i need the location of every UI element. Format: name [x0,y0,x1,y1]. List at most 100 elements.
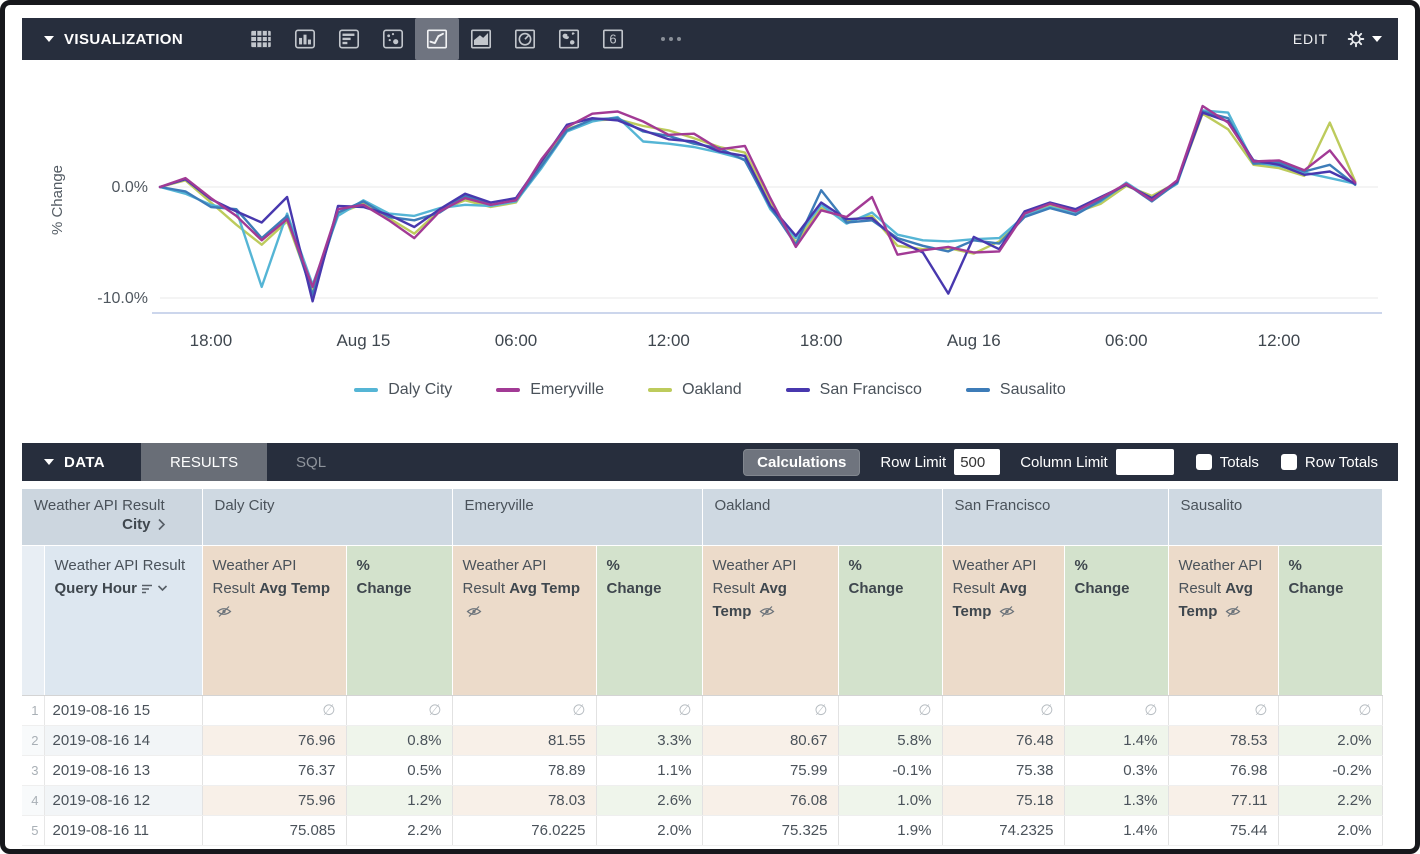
chevron-down-icon [158,585,168,591]
pivot-value-header[interactable]: Daly City [202,489,453,546]
avg-temp-column-header[interactable]: Weather API Result Avg Temp [1168,545,1279,696]
avg-temp-cell[interactable]: 80.67 [702,725,839,756]
pct-change-column-header[interactable]: % Change [1278,545,1383,696]
query-hour-cell[interactable]: 2019-08-16 12 [44,785,203,816]
avg-temp-cell: ∅ [942,695,1065,726]
edit-button[interactable]: EDIT [1292,31,1328,47]
query-hour-cell[interactable]: 2019-08-16 14 [44,725,203,756]
row-limit-input[interactable] [954,449,1001,475]
avg-temp-column-header[interactable]: Weather API Result Avg Temp [942,545,1065,696]
avg-temp-cell[interactable]: 78.03 [452,785,597,816]
viz-settings-button[interactable] [1346,29,1382,49]
column-limit-input[interactable] [1115,449,1174,475]
chart-type-pie-chart-button[interactable] [503,18,547,60]
pct-change-cell[interactable]: 1.4% [1064,725,1169,756]
data-section-toggle[interactable]: DATA [44,454,105,471]
pct-change-cell[interactable]: 2.0% [1278,725,1383,756]
pivot-value-header[interactable]: Oakland [702,489,943,546]
avg-temp-cell[interactable]: 81.55 [452,725,597,756]
pct-change-cell[interactable]: 1.0% [838,785,943,816]
pct-change-cell[interactable]: 0.3% [1064,755,1169,786]
pct-change-cell[interactable]: 2.0% [596,815,703,846]
pct-change-cell[interactable]: -0.2% [1278,755,1383,786]
avg-temp-cell[interactable]: 75.96 [202,785,347,816]
avg-temp-cell[interactable]: 76.37 [202,755,347,786]
pct-change-cell[interactable]: 0.5% [346,755,453,786]
chevron-right-icon [157,518,165,531]
legend-item[interactable]: San Francisco [785,381,922,399]
chart-type-bar-chart-button[interactable] [327,18,371,60]
avg-temp-column-header[interactable]: Weather API Result Avg Temp [452,545,597,696]
pct-change-cell[interactable]: 1.1% [596,755,703,786]
chart-type-area-chart-button[interactable] [459,18,503,60]
avg-temp-cell[interactable]: 75.085 [202,815,347,846]
avg-temp-cell[interactable]: 74.2325 [942,815,1065,846]
legend-swatch [785,388,810,392]
pct-change-cell[interactable]: 5.8% [838,725,943,756]
pct-change-cell[interactable]: 2.6% [596,785,703,816]
chart-type-column-chart-button[interactable] [283,18,327,60]
avg-temp-cell[interactable]: 75.18 [942,785,1065,816]
query-hour-cell[interactable]: 2019-08-16 13 [44,755,203,786]
table-row: 2 2019-08-16 14 76.96 0.8% 81.55 3.3% 80.67 5.8… [22,725,1383,756]
chart-type-map-button[interactable] [547,18,591,60]
query-hour-cell[interactable]: 2019-08-16 11 [44,815,203,846]
query-hour-column-header[interactable]: Weather API Result Query Hour [44,545,203,696]
pct-change-cell[interactable]: 1.4% [1064,815,1169,846]
tab-sql[interactable]: SQL [296,453,327,471]
avg-temp-column-header[interactable]: Weather API Result Avg Temp [702,545,839,696]
pct-change-cell[interactable]: 2.2% [346,815,453,846]
legend-item[interactable]: Daly City [354,381,452,399]
pct-change-cell[interactable]: 1.2% [346,785,453,816]
legend-item[interactable]: Emeryville [496,381,604,399]
pct-change-column-header[interactable]: % Change [838,545,943,696]
more-chart-types-button[interactable] [661,37,682,41]
legend-item[interactable]: Oakland [648,381,742,399]
calculations-button[interactable]: Calculations [743,448,861,476]
pct-change-cell[interactable]: 1.9% [838,815,943,846]
pct-change-column-header[interactable]: % Change [346,545,453,696]
avg-temp-cell[interactable]: 75.38 [942,755,1065,786]
avg-temp-cell[interactable]: 75.325 [702,815,839,846]
legend-item[interactable]: Sausalito [965,381,1066,399]
avg-temp-cell[interactable]: 75.44 [1168,815,1279,846]
pct-change-cell[interactable]: -0.1% [838,755,943,786]
pct-change-cell[interactable]: 3.3% [596,725,703,756]
hidden-field-eye-slash-icon [999,606,1015,617]
pct-change-column-header[interactable]: % Change [1064,545,1169,696]
pct-change-column-header[interactable]: % Change [596,545,703,696]
pivot-value-header[interactable]: Emeryville [452,489,703,546]
avg-temp-cell: ∅ [1168,695,1279,726]
pivot-value-header[interactable]: San Francisco [942,489,1169,546]
pct-change-cell[interactable]: 0.8% [346,725,453,756]
hidden-field-eye-slash-icon [466,606,481,617]
avg-temp-cell[interactable]: 76.08 [702,785,839,816]
visualization-section-toggle[interactable]: VISUALIZATION [44,31,183,48]
pivot-header-city[interactable]: Weather API Result City [22,489,203,546]
avg-temp-cell[interactable]: 78.53 [1168,725,1279,756]
chart-type-single-value-button[interactable]: 6 [591,18,635,60]
avg-temp-cell[interactable]: 76.96 [202,725,347,756]
avg-temp-cell[interactable]: 78.89 [452,755,597,786]
chart-type-table-button[interactable] [239,18,283,60]
avg-temp-cell[interactable]: 76.0225 [452,815,597,846]
gear-icon [1347,30,1365,48]
pct-change-cell[interactable]: 1.3% [1064,785,1169,816]
avg-temp-cell[interactable]: 76.48 [942,725,1065,756]
tab-results[interactable]: RESULTS [141,443,268,481]
hidden-field-eye-slash-icon [216,606,231,617]
pivot-value-header[interactable]: Sausalito [1168,489,1383,546]
row-totals-checkbox[interactable] [1280,454,1297,470]
avg-temp-cell[interactable]: 76.98 [1168,755,1279,786]
avg-temp-cell[interactable]: 75.99 [702,755,839,786]
pct-change-cell[interactable]: 2.2% [1278,785,1383,816]
totals-checkbox[interactable] [1195,454,1212,470]
query-hour-cell[interactable]: 2019-08-16 15 [44,695,203,726]
avg-temp-cell[interactable]: 77.11 [1168,785,1279,816]
chart-type-scatter-chart-button[interactable] [371,18,415,60]
legend-label: Sausalito [999,381,1066,398]
pct-change-cell[interactable]: 2.0% [1278,815,1383,846]
avg-temp-column-header[interactable]: Weather API Result Avg Temp [202,545,347,696]
chart-type-line-chart-button[interactable] [415,18,460,60]
svg-text:Aug 16: Aug 16 [947,331,1001,350]
